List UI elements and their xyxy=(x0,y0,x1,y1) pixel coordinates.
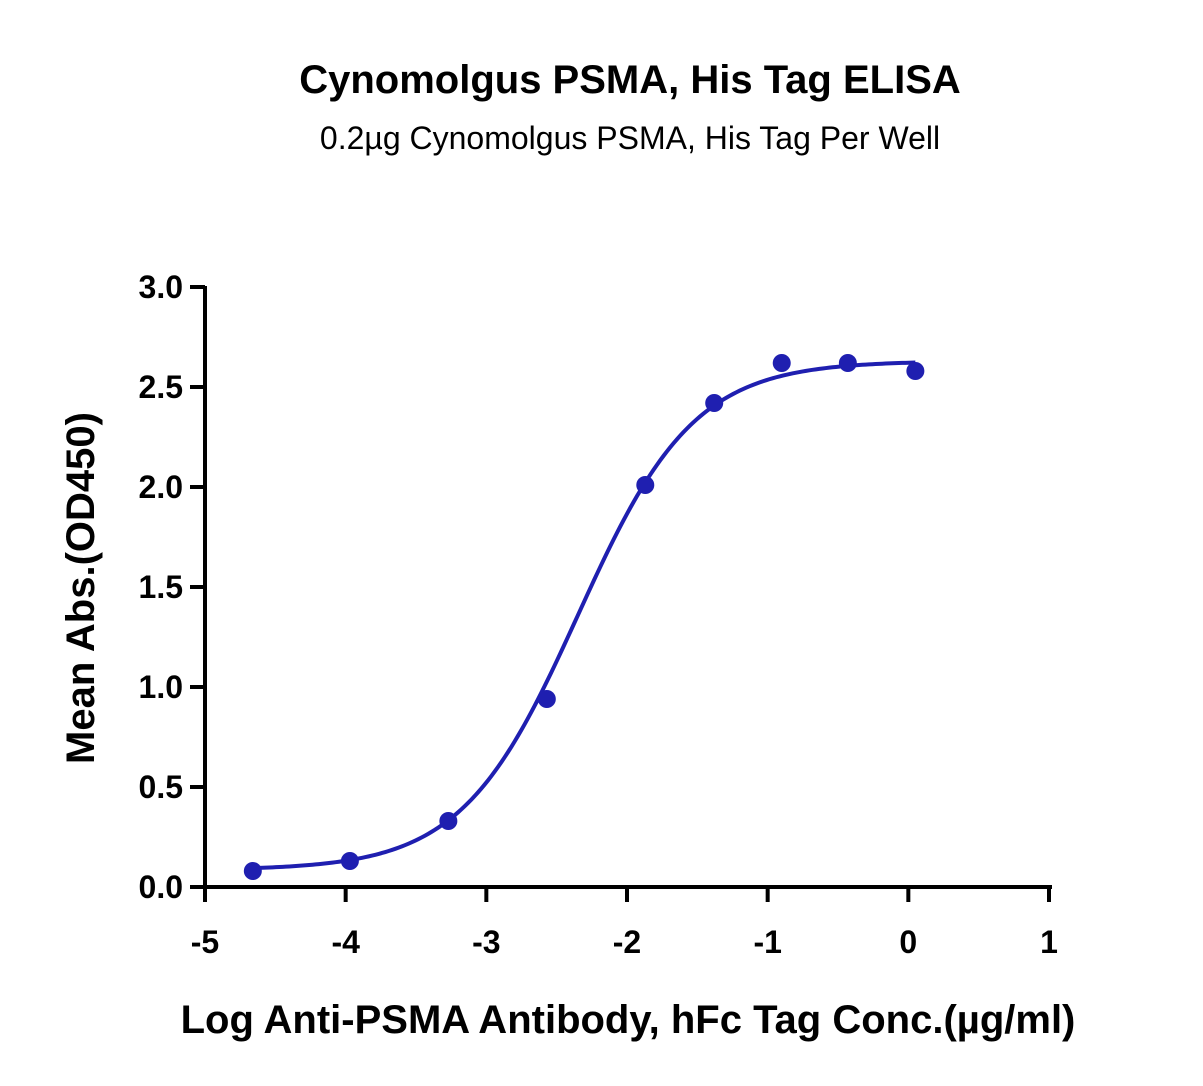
x-tick-label: -4 xyxy=(331,924,360,960)
x-tick-label: -1 xyxy=(753,924,781,960)
data-point xyxy=(439,812,458,830)
axes xyxy=(203,286,1052,889)
y-axis-label: Mean Abs.(OD450) xyxy=(59,412,103,764)
data-point xyxy=(705,394,724,412)
data-point xyxy=(537,690,556,708)
y-ticks: 0.0 0.5 1.0 1.5 2.0 2.5 3.0 xyxy=(139,269,205,905)
data-point xyxy=(772,354,791,372)
x-ticks: -5 -4 -3 -2 -1 0 1 xyxy=(191,887,1058,960)
y-tick-label: 0.5 xyxy=(139,769,183,805)
chart-title: Cynomolgus PSMA, His Tag ELISA xyxy=(299,58,961,102)
data-points xyxy=(243,354,925,880)
data-point xyxy=(636,476,655,494)
y-tick-label: 3.0 xyxy=(139,269,183,305)
y-tick-label: 1.5 xyxy=(139,569,183,605)
y-tick-label: 1.0 xyxy=(139,669,183,705)
data-point xyxy=(243,862,262,880)
fit-curve xyxy=(252,360,916,871)
x-tick-label: -5 xyxy=(191,924,219,960)
data-point xyxy=(906,362,925,380)
y-tick-label: 2.0 xyxy=(139,469,183,505)
y-tick-label: 2.5 xyxy=(139,369,183,405)
x-tick-label: 1 xyxy=(1040,924,1058,960)
x-tick-label: -2 xyxy=(613,924,641,960)
x-axis-label: Log Anti-PSMA Antibody, hFc Tag Conc.(µg… xyxy=(181,998,1076,1042)
data-point xyxy=(340,852,359,870)
x-tick-label: -3 xyxy=(472,924,500,960)
x-tick-label: 0 xyxy=(899,924,917,960)
data-point xyxy=(838,354,857,372)
y-tick-label: 0.0 xyxy=(139,869,183,905)
chart-subtitle: 0.2µg Cynomolgus PSMA, His Tag Per Well xyxy=(320,120,940,156)
